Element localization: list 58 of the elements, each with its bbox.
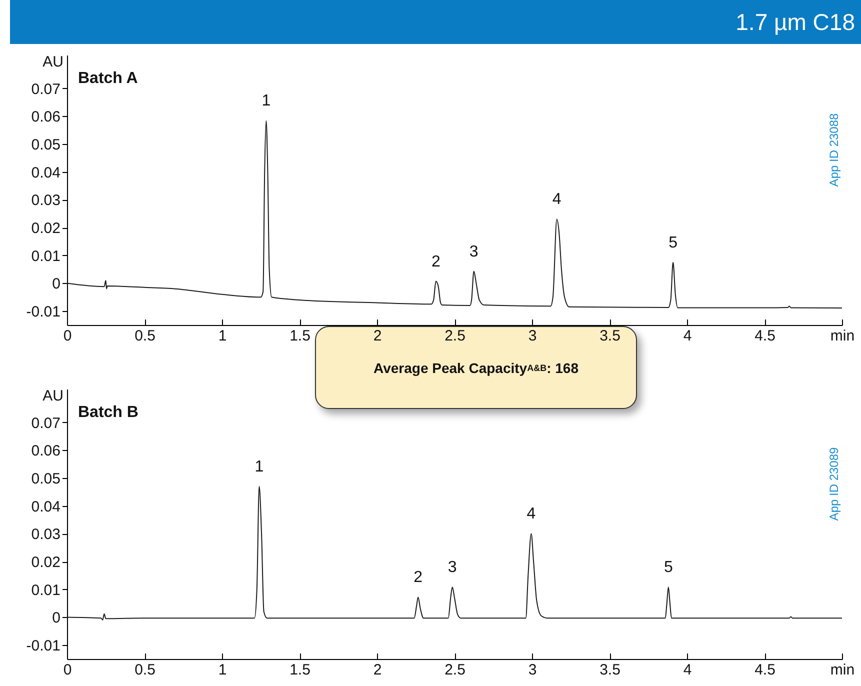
annotation: 4 xyxy=(552,191,562,208)
x-tick-label: 1 xyxy=(218,328,227,344)
y-tick-label: 0.01 xyxy=(31,248,60,265)
y-tick-label: 0.05 xyxy=(31,470,60,488)
y-tick-label: 0.03 xyxy=(31,526,60,544)
y-tick-label: 0.06 xyxy=(31,108,60,126)
text: Batch B xyxy=(78,404,138,421)
x-tick-label: 2 xyxy=(373,328,382,344)
y-tick-label: 0.06 xyxy=(31,442,60,460)
x-tick-label: min xyxy=(830,328,855,344)
x-tick-label: 4 xyxy=(683,328,692,344)
x-tick-label: 0.5 xyxy=(134,328,156,344)
line-series xyxy=(66,486,842,621)
x-tick-label: 0 xyxy=(63,662,72,678)
x-tick-label: 1.5 xyxy=(290,328,310,344)
y-tick-label: 0.05 xyxy=(31,136,60,154)
x-tick-label: 1.5 xyxy=(290,662,310,678)
x-tick-label: 3 xyxy=(528,328,537,344)
annotation: 3 xyxy=(448,559,457,576)
x-tick-label: 1 xyxy=(218,662,227,678)
y-tick-label: 0.02 xyxy=(31,554,60,572)
annotation: 5 xyxy=(668,234,678,252)
y-tick-label: -0.01 xyxy=(26,304,60,321)
x-tick-label: min xyxy=(830,662,855,678)
annotation: 3 xyxy=(469,243,478,260)
x-tick-label: 4.5 xyxy=(754,328,776,344)
y-tick-label: 0.04 xyxy=(31,498,60,516)
x-tick-label: 3 xyxy=(528,662,537,678)
y-tick-label: 0 xyxy=(52,610,60,627)
x-tick-label: 3.5 xyxy=(600,328,620,344)
x-tick-label: 2.5 xyxy=(444,662,466,678)
annotation: 5 xyxy=(664,559,673,576)
y-tick-label: 0 xyxy=(52,276,60,293)
y-tick-label: 0.07 xyxy=(31,80,60,98)
y-tick-label: 0.02 xyxy=(31,220,60,238)
annotation: App ID 23089 xyxy=(827,446,841,521)
annotation: App ID 23088 xyxy=(827,112,841,187)
x-tick-label: 2 xyxy=(373,662,382,678)
annotation: 2 xyxy=(431,253,440,270)
annotation: 2 xyxy=(414,569,423,586)
annotation: 1 xyxy=(262,92,271,110)
chart-title: 1.7 µm C18 xyxy=(10,0,861,44)
x-tick-label: 2.5 xyxy=(444,328,466,344)
x-tick-label: 4.5 xyxy=(754,662,776,678)
text: Batch A xyxy=(78,70,138,87)
x-tick-label: 3.5 xyxy=(600,662,620,678)
y-tick-label: 0.03 xyxy=(31,192,60,210)
annotation: 4 xyxy=(526,506,536,523)
x-tick-label: 4 xyxy=(683,662,692,678)
y-tick-label: 0.04 xyxy=(31,164,60,182)
y-tick-label: 0.07 xyxy=(31,414,60,432)
y-axis-title: AU xyxy=(42,54,64,70)
y-tick-label: -0.01 xyxy=(26,638,60,655)
annotation: 1 xyxy=(254,458,264,476)
y-tick-label: 0.01 xyxy=(31,582,60,599)
x-tick-label: 0 xyxy=(63,328,72,344)
x-tick-label: 0.5 xyxy=(134,662,156,678)
y-axis-title: AU xyxy=(42,388,64,404)
